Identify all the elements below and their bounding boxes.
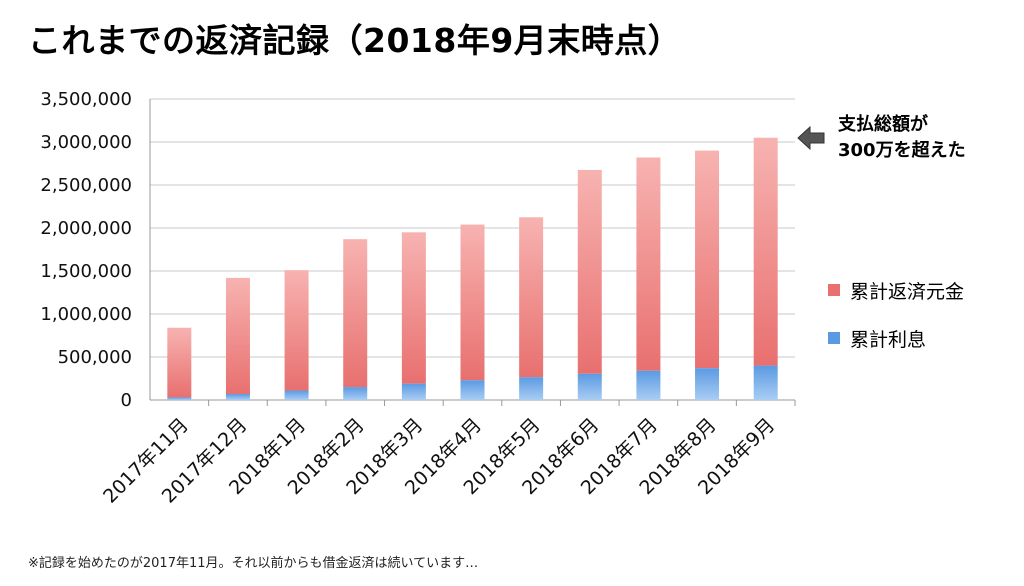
left-arrow-icon — [797, 125, 825, 151]
legend-swatch-principal — [828, 284, 840, 296]
total-payment-callout: 支払総額が 300万を超えた — [796, 112, 966, 164]
bar-interest — [284, 390, 309, 400]
legend-label-principal: 累計返済元金 — [850, 280, 965, 303]
footnote: ※記録を始めたのが2017年11月。それ以前からも借金返済は続いています… — [28, 556, 479, 571]
bar-principal — [343, 239, 368, 388]
bar-interest — [577, 373, 602, 400]
y-tick-label: 3,500,000 — [40, 89, 132, 110]
y-tick-label: 2,500,000 — [40, 175, 132, 196]
bar-interest — [753, 365, 778, 400]
bar-principal — [225, 277, 250, 394]
bar-principal — [284, 270, 309, 391]
bar-interest — [695, 368, 720, 400]
bar-interest — [343, 387, 368, 400]
bar-principal — [401, 232, 426, 384]
chart-legend: 累計返済元金 累計利息 — [828, 278, 964, 374]
legend-item-interest: 累計利息 — [828, 326, 964, 351]
bar-interest — [167, 397, 192, 400]
bar-principal — [753, 137, 778, 366]
y-tick-label: 1,500,000 — [40, 261, 132, 282]
bar-principal — [167, 327, 192, 398]
legend-item-principal: 累計返済元金 — [828, 278, 965, 303]
y-tick-label: 2,000,000 — [40, 218, 132, 239]
bar-principal — [460, 224, 485, 381]
y-tick-label: 0 — [121, 390, 132, 411]
legend-label-interest: 累計利息 — [850, 328, 927, 351]
y-tick-label: 3,000,000 — [40, 132, 132, 153]
bar-principal — [519, 217, 544, 378]
callout-line-1: 支払総額が — [838, 114, 928, 135]
legend-swatch-interest — [828, 332, 840, 344]
bar-interest — [460, 380, 485, 400]
bar-interest — [519, 377, 544, 400]
y-tick-label: 500,000 — [58, 347, 132, 368]
bar-principal — [577, 169, 602, 374]
bar-interest — [401, 383, 426, 400]
y-tick-label: 1,000,000 — [40, 304, 132, 325]
bar-interest — [636, 370, 661, 400]
bar-interest — [225, 393, 250, 400]
bar-principal — [636, 157, 661, 371]
callout-line-2: 300万を超えた — [838, 140, 966, 161]
bar-principal — [695, 150, 720, 369]
chart-title: これまでの返済記録（2018年9月末時点） — [28, 21, 682, 60]
